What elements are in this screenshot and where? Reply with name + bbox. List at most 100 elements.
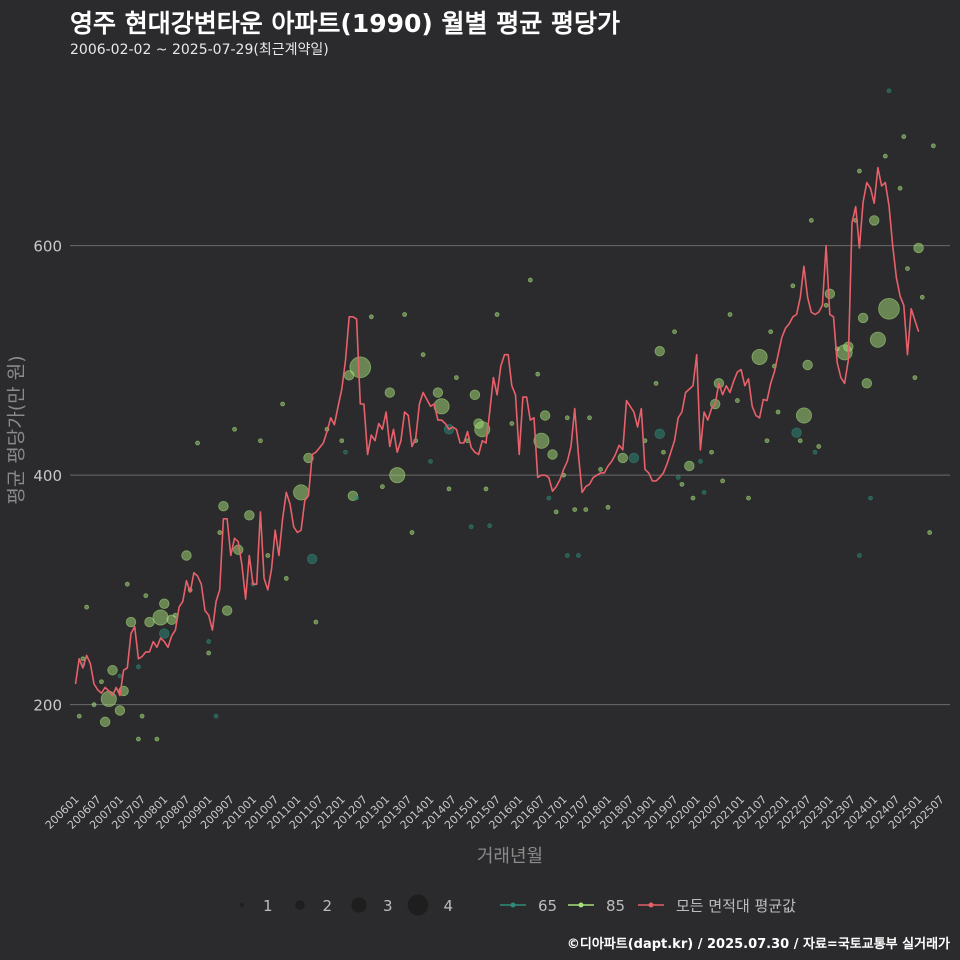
point-85-2014-06	[446, 486, 452, 492]
point-85-2019-03	[654, 346, 665, 357]
point-65-2017-02	[564, 553, 570, 558]
point-85-2010-05	[265, 553, 271, 558]
point-85-2015-11	[509, 421, 515, 426]
y-tick-labels: 200 400 600	[33, 238, 62, 715]
point-85-2015-07	[494, 312, 500, 317]
point-65-2016-09	[546, 495, 552, 501]
point-85-2019-02	[653, 380, 659, 386]
point-85-2023-09	[857, 168, 862, 174]
point-85-2012-09	[368, 314, 374, 320]
point-85-2022-03	[790, 283, 796, 289]
chart-title: 영주 현대강변타운 아파트(1990) 월별 평균 평당가	[70, 9, 620, 38]
point-85-2024-02	[869, 331, 886, 348]
point-85-2021-08	[764, 438, 770, 444]
grid-lines	[70, 245, 950, 706]
point-85-2022-10	[816, 444, 822, 449]
legend-size-label-1: 1	[263, 897, 273, 915]
legend-size-label-3: 3	[383, 897, 393, 915]
point-85-2017-08	[587, 415, 592, 421]
legend-size-3-icon	[351, 897, 367, 913]
point-85-2006-04	[84, 604, 90, 610]
y-tick-label-400: 400	[33, 467, 62, 485]
point-85-2024-01	[869, 215, 880, 226]
point-85-2009-01	[206, 650, 212, 656]
point-85-2008-07	[181, 550, 192, 561]
point-85-2019-11	[684, 460, 695, 472]
point-85-2011-06	[313, 619, 319, 625]
point-85-2024-04	[882, 153, 888, 159]
point-65-2014-12	[468, 524, 474, 530]
point-85-2025-02	[919, 294, 925, 300]
point-65-2024-05	[886, 88, 892, 94]
point-65-2020-03	[701, 489, 707, 495]
point-85-2006-02	[76, 713, 82, 719]
point-85-2019-04	[661, 449, 666, 455]
point-85-2016-07	[533, 432, 550, 449]
point-65-2019-03	[654, 428, 665, 440]
point-85-2013-06	[402, 312, 408, 317]
point-85-2007-01	[114, 705, 126, 716]
point-85-2016-11	[553, 509, 559, 515]
point-85-2007-06	[136, 736, 141, 742]
scatter-points	[76, 88, 936, 742]
point-85-2024-05	[878, 297, 900, 320]
point-85-2024-08	[897, 185, 903, 191]
legend-dot-2-icon	[648, 902, 654, 908]
point-65-2014-01	[428, 458, 433, 464]
point-85-2025-01	[913, 242, 924, 254]
point-85-2007-03	[124, 581, 130, 587]
point-85-2016-08	[539, 410, 551, 421]
source-caption: ©디아파트(dapt.kr) / 2025.07.30 / 자료=국토교통부 실…	[566, 937, 950, 952]
point-85-2020-08	[720, 478, 726, 484]
legend-dot-1-icon	[578, 902, 584, 908]
point-85-2007-12	[152, 609, 169, 626]
point-85-2019-09	[679, 481, 685, 487]
point-85-2010-09	[280, 401, 286, 407]
legend: 1 2 3 4 65 85 모든 면적대 평균값	[240, 894, 796, 916]
point-85-2009-08	[232, 426, 237, 432]
point-85-2019-12	[690, 495, 696, 501]
point-85-2025-04	[927, 530, 933, 535]
point-65-2008-01	[159, 628, 170, 639]
point-85-2017-07	[583, 507, 589, 512]
legend-series-label-0: 65	[538, 897, 557, 915]
point-85-2021-06	[751, 348, 768, 365]
point-85-2023-11	[861, 378, 873, 389]
point-85-2017-11	[598, 467, 603, 472]
point-85-2020-10	[727, 312, 733, 317]
legend-size-2-icon	[295, 900, 305, 910]
point-85-2013-04	[389, 467, 406, 484]
point-85-2006-06	[91, 702, 97, 708]
legend-series-label-2: 모든 면적대 평균값	[676, 897, 796, 915]
x-axis-title: 거래년월	[476, 846, 544, 867]
point-65-2007-01	[117, 673, 123, 679]
point-85-2006-03	[80, 656, 86, 662]
point-85-2016-04	[527, 277, 533, 283]
point-85-2007-11	[154, 736, 160, 742]
point-85-2022-08	[808, 218, 814, 223]
point-85-2021-03	[746, 495, 751, 501]
point-65-2019-08	[675, 475, 681, 480]
point-85-2007-08	[143, 593, 149, 599]
point-85-2015-04	[483, 486, 489, 492]
point-85-2024-09	[901, 134, 907, 140]
point-85-2009-05	[218, 500, 229, 512]
point-65-2009-03	[213, 713, 219, 719]
point-85-2013-11	[420, 352, 426, 358]
point-65-2017-05	[576, 553, 581, 558]
point-65-2018-08	[628, 452, 640, 464]
legend-size-label-4: 4	[444, 897, 454, 915]
point-65-2012-02	[343, 449, 348, 455]
point-85-2008-10	[195, 440, 200, 446]
point-85-2012-12	[380, 484, 385, 490]
point-65-2022-04	[791, 427, 802, 438]
point-85-2006-08	[99, 679, 104, 685]
point-85-2018-01	[605, 504, 611, 510]
point-65-2012-05	[354, 495, 359, 501]
point-85-2007-04	[125, 616, 137, 628]
point-85-2016-06	[535, 371, 541, 377]
point-85-2016-10	[547, 449, 558, 460]
point-85-2015-03	[474, 421, 491, 438]
point-85-2013-08	[409, 530, 415, 535]
legend-dot-0-icon	[510, 902, 516, 908]
